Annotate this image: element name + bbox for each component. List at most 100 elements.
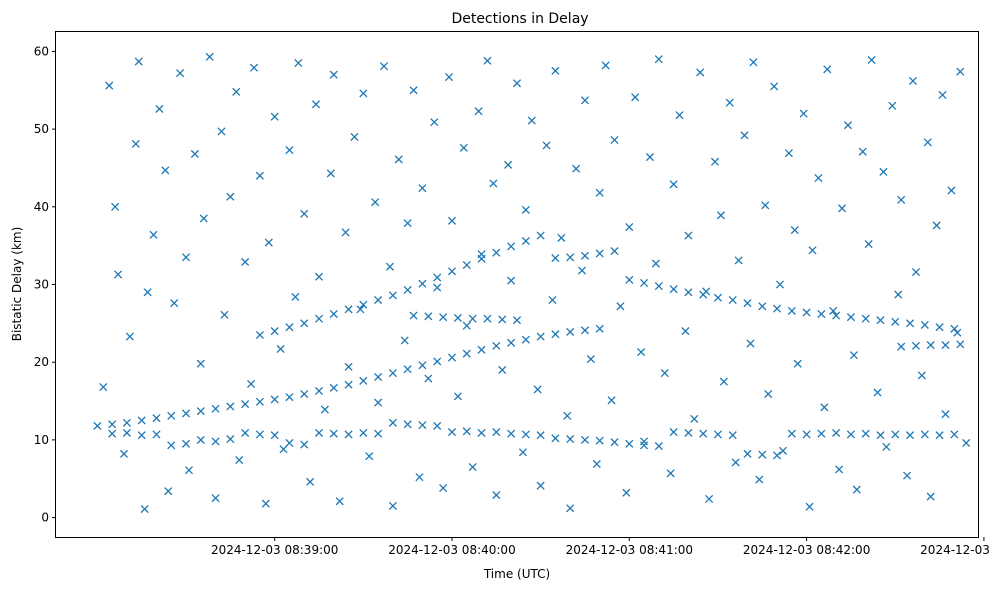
data-point-clutter-114 [666, 469, 675, 478]
data-point-clutter-160 [894, 290, 903, 299]
data-point-track-rising-a-11 [255, 397, 264, 406]
data-point-clutter-156 [873, 388, 882, 397]
data-point-track-flat-10-14 [314, 428, 324, 437]
data-point-clutter-90 [548, 295, 557, 305]
data-point-clutter-61 [403, 219, 412, 228]
data-point-track-flat-10-40 [699, 429, 708, 438]
data-point-track-descending-27 [950, 324, 959, 333]
y-tick-label-1: 10 [34, 433, 49, 447]
data-point-track-rising-a-22 [418, 361, 427, 370]
data-point-clutter-43 [314, 272, 324, 281]
scatter-marks [93, 52, 971, 514]
data-point-clutter-75 [474, 107, 483, 116]
data-point-track-descending-18 [817, 309, 826, 319]
data-point-track-flat-22-2 [926, 341, 935, 350]
data-point-clutter-105 [622, 488, 631, 497]
data-point-track-flat-10-17 [359, 428, 368, 437]
data-point-clutter-70 [447, 216, 457, 225]
data-point-track-descending-12 [728, 295, 737, 305]
data-point-clutter-130 [746, 339, 755, 348]
data-point-clutter-37 [285, 146, 294, 155]
data-point-clutter-38 [291, 292, 300, 301]
data-point-clutter-174 [962, 438, 971, 448]
data-point-track-descending-6 [640, 278, 649, 288]
data-point-track-flat-10-47 [802, 430, 811, 439]
x-tick-label-4: 2024-12-03 08:43:00 [920, 543, 989, 557]
x-tick-label-0: 2024-12-03 08:39:00 [211, 543, 338, 557]
data-point-clutter-51 [356, 305, 365, 314]
data-point-clutter-143 [808, 246, 817, 255]
data-point-track-rising-a-3 [137, 416, 146, 425]
data-point-clutter-57 [385, 262, 394, 271]
data-point-clutter-126 [725, 98, 734, 107]
data-point-track-rising-a-10 [241, 400, 250, 409]
data-point-track-flat-10-48 [817, 429, 826, 438]
data-point-clutter-172 [953, 328, 962, 337]
data-point-clutter-96 [577, 266, 587, 275]
data-point-clutter-165 [917, 371, 926, 380]
data-point-clutter-3 [113, 270, 123, 279]
data-point-track-rising-a-18 [359, 376, 368, 385]
data-point-clutter-131 [749, 58, 758, 67]
data-point-track-rising-b-11 [418, 279, 427, 288]
data-point-clutter-56 [379, 62, 389, 71]
data-point-clutter-31 [255, 171, 264, 180]
data-point-clutter-59 [394, 155, 403, 164]
data-point-track-descending-14 [758, 302, 767, 311]
data-point-clutter-162 [903, 471, 912, 480]
data-point-clutter-119 [690, 414, 699, 423]
data-point-clutter-62 [409, 86, 418, 95]
data-point-track-flat-22-0 [897, 342, 906, 351]
data-point-clutter-65 [424, 374, 433, 383]
data-point-clutter-22 [211, 494, 220, 503]
data-point-track-descending-13 [743, 299, 752, 308]
data-point-clutter-7 [134, 57, 143, 66]
data-point-clutter-19 [196, 359, 205, 368]
data-point-track-rising-b-4 [314, 314, 324, 323]
data-point-clutter-139 [790, 226, 799, 235]
data-point-clutter-76 [477, 250, 486, 259]
data-point-track-flat-10-20 [403, 420, 412, 429]
data-point-clutter-95 [572, 164, 581, 173]
data-point-clutter-72 [459, 143, 468, 152]
data-point-track-flat-10-55 [920, 430, 929, 439]
data-point-clutter-36 [279, 445, 288, 454]
data-point-track-descending-11 [713, 293, 723, 302]
data-point-track-rising-a-4 [152, 414, 161, 423]
data-point-clutter-135 [770, 82, 779, 91]
data-point-clutter-14 [170, 299, 179, 308]
data-point-clutter-12 [161, 166, 170, 175]
x-axis: 2024-12-03 08:39:00 2024-12-03 08:40:00 20… [211, 537, 989, 557]
data-point-clutter-11 [155, 104, 164, 113]
data-point-track-flat-10-51 [861, 429, 870, 438]
data-point-track-flat-10-45 [772, 451, 782, 460]
data-point-clutter-168 [932, 221, 941, 230]
data-point-clutter-98 [586, 355, 595, 364]
data-point-clutter-163 [908, 76, 918, 86]
data-point-track-rising-a-33 [580, 326, 590, 335]
data-point-track-descending-9 [684, 288, 693, 297]
data-point-clutter-167 [926, 492, 935, 501]
data-point-clutter-35 [276, 344, 285, 354]
data-point-track-rising-a-13 [285, 393, 294, 402]
data-point-track-flat-26-1 [424, 312, 433, 321]
data-point-clutter-153 [858, 147, 867, 156]
data-point-track-flat-10-50 [846, 430, 855, 439]
data-point-track-descending-20 [846, 313, 855, 322]
data-point-clutter-73 [462, 321, 471, 330]
data-point-clutter-138 [784, 149, 793, 158]
data-point-clutter-5 [125, 332, 134, 341]
data-point-clutter-108 [637, 348, 646, 357]
data-point-track-rising-a-25 [462, 349, 471, 358]
data-point-track-flat-10-30 [551, 434, 560, 443]
data-point-track-rising-a-2 [122, 418, 131, 427]
data-point-clutter-10 [149, 230, 158, 239]
data-point-track-flat-22-3 [941, 341, 950, 350]
data-point-clutter-112 [654, 55, 663, 64]
data-point-clutter-155 [867, 55, 876, 65]
data-point-clutter-32 [261, 499, 270, 508]
data-point-clutter-150 [843, 121, 853, 130]
data-point-track-descending-3 [595, 249, 604, 258]
data-point-track-rising-a-16 [329, 383, 338, 392]
data-point-clutter-4 [119, 449, 129, 458]
